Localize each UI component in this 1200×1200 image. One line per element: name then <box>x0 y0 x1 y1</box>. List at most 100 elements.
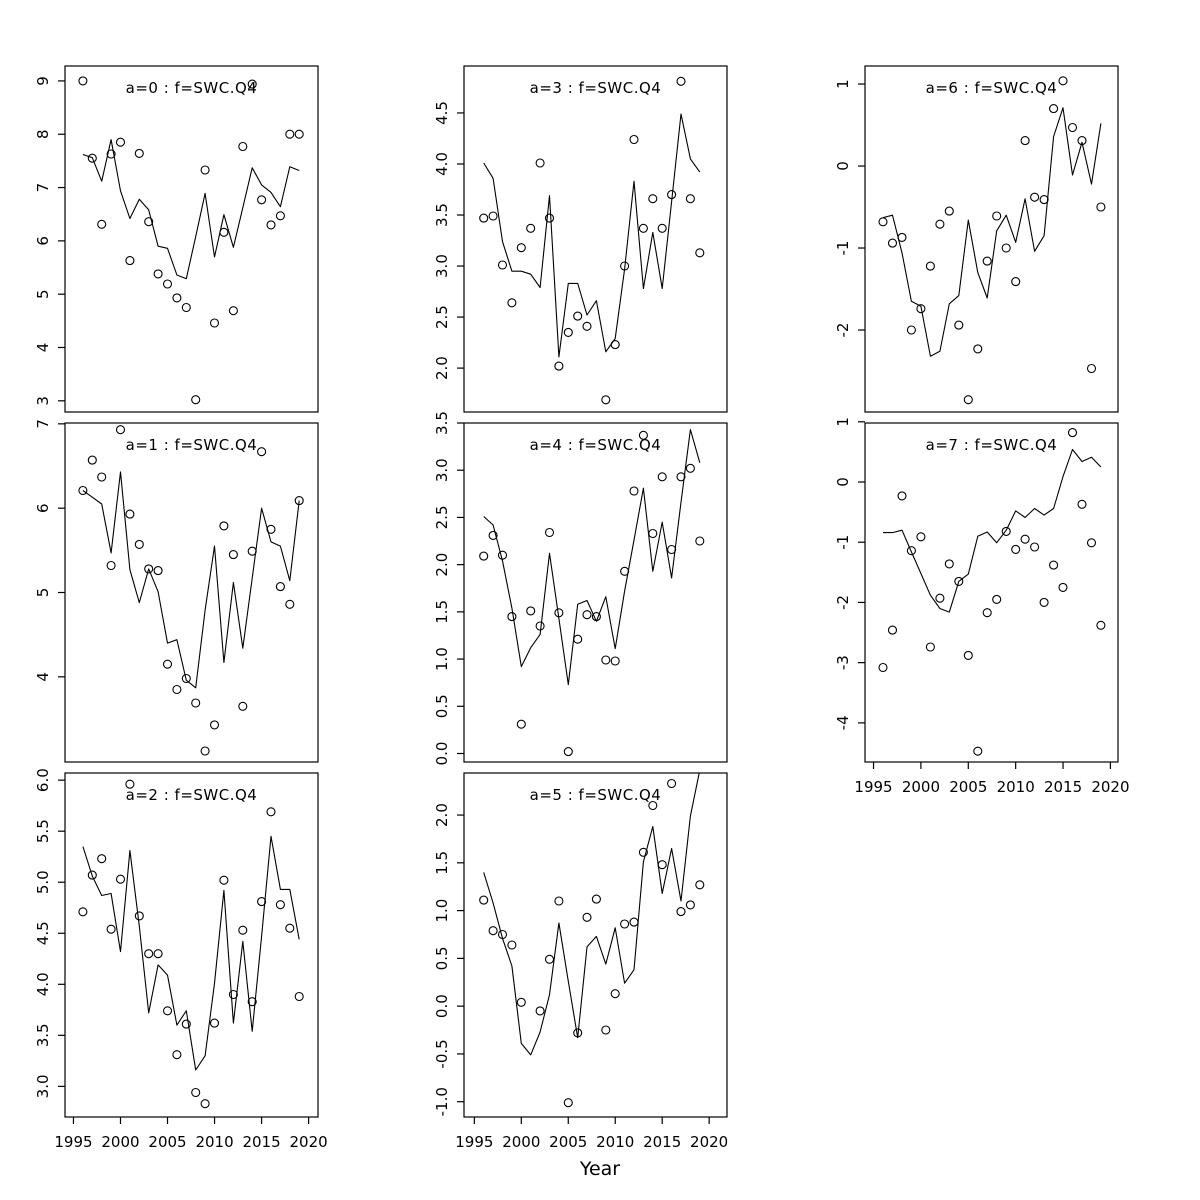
data-point <box>238 925 248 935</box>
panel-title: a=0 : f=SWC.Q4 <box>126 79 258 97</box>
data-point <box>275 900 285 910</box>
panel-a3: 4.5 4.0 3.5 3.0 2.5 2.0 a=3 : f=SWC.Q4 <box>433 65 728 413</box>
data-point <box>648 800 658 811</box>
panel-title: a=2 : f=SWC.Q4 <box>126 786 258 804</box>
data-point <box>925 261 935 271</box>
data-point <box>153 566 163 576</box>
data-point <box>181 1019 191 1029</box>
y-tick-label: 3 <box>34 396 52 406</box>
data-point <box>1086 363 1097 374</box>
data-point <box>1096 620 1106 630</box>
data-point <box>497 929 508 940</box>
data-point <box>1067 122 1078 133</box>
x-tick-label: 2000 <box>902 778 940 796</box>
data-point <box>238 141 248 152</box>
y-tick-label: 5.0 <box>34 870 52 894</box>
data-point <box>172 1050 182 1060</box>
x-tick-label: 2020 <box>690 1133 728 1151</box>
y-tick-label: 5 <box>34 289 52 299</box>
data-point <box>78 76 88 86</box>
data-point <box>266 524 276 534</box>
data-point <box>516 997 526 1007</box>
data-point <box>963 650 973 660</box>
panel-a2: 6.0 5.5 5.0 4.5 4.0 3.5 3.0 1995 2000 2005 2010 201… <box>34 768 328 1151</box>
plot-border <box>463 772 728 1118</box>
data-point <box>657 860 667 870</box>
x-tick-label: 2005 <box>549 1133 587 1151</box>
data-point <box>162 279 173 289</box>
data-point <box>488 211 498 221</box>
y-tick-label: -1.0 <box>433 1087 451 1116</box>
y-tick-label: -1 <box>834 535 852 550</box>
y-tick-label: 1 <box>834 79 852 89</box>
data-point <box>238 701 248 711</box>
data-point <box>219 227 229 237</box>
data-point <box>591 894 601 904</box>
data-point <box>620 566 630 576</box>
data-point <box>667 190 677 200</box>
fit-line <box>82 471 300 689</box>
data-point <box>935 593 945 603</box>
data-point <box>115 425 126 435</box>
panel-title: a=4 : f=SWC.Q4 <box>530 436 662 454</box>
data-point <box>275 211 285 221</box>
data-point <box>944 206 954 216</box>
data-point <box>582 610 592 620</box>
data-point <box>497 550 508 560</box>
data-point <box>266 807 276 817</box>
panel-title: a=7 : f=SWC.Q4 <box>926 436 1058 454</box>
data-point <box>657 472 667 482</box>
panel-a7: 1 0 -1 -2 -3 -4 1995 2000 2005 2010 2015 2020 a=7 : … <box>834 417 1130 796</box>
y-tick-label: 0.5 <box>433 946 451 970</box>
data-point <box>916 304 926 314</box>
data-point <box>479 895 489 905</box>
data-point <box>228 306 238 316</box>
data-point <box>162 659 173 669</box>
data-point <box>573 634 583 644</box>
data-point <box>507 612 517 622</box>
data-point <box>887 238 898 248</box>
fit-line <box>483 429 701 686</box>
data-point <box>78 485 88 496</box>
data-point <box>257 195 267 205</box>
data-point <box>563 1098 573 1108</box>
y-tick-label: 3.0 <box>433 458 451 482</box>
data-point <box>1030 542 1040 552</box>
data-point <box>554 608 564 618</box>
fit-line <box>882 107 1102 357</box>
y-tick-label: 3.0 <box>433 254 451 278</box>
data-point <box>992 594 1002 604</box>
data-point <box>1077 136 1087 146</box>
x-tick-label: 2000 <box>502 1133 540 1151</box>
data-point <box>285 129 295 139</box>
x-tick-label: 1995 <box>54 1133 92 1151</box>
data-point <box>657 223 667 233</box>
data-point <box>685 463 695 473</box>
fit-line <box>483 113 701 358</box>
data-point <box>257 447 267 457</box>
data-point <box>610 989 620 999</box>
plot-border <box>463 65 728 413</box>
data-point <box>685 194 695 204</box>
y-tick-label: 8 <box>34 129 52 139</box>
y-tick-label: -4 <box>834 715 852 730</box>
y-tick-label: -3 <box>834 655 852 670</box>
y-tick-label: 4 <box>34 672 52 682</box>
y-tick-label: 0.5 <box>433 694 451 718</box>
y-tick-label: 4.0 <box>34 972 52 996</box>
x-tick-label: 2020 <box>1091 778 1129 796</box>
data-point <box>554 361 564 371</box>
panel-a4: 3.5 3.0 2.5 2.0 1.5 1.0 0.5 0.0 a=4 : f=SWC.Q4 <box>433 411 728 765</box>
data-point <box>294 496 304 506</box>
y-tick-label: 7 <box>34 419 52 429</box>
data-point <box>247 546 257 556</box>
x-tick-label: 1995 <box>455 1133 493 1151</box>
y-tick-label: 1.5 <box>433 600 451 624</box>
data-point <box>285 599 295 609</box>
data-point <box>228 550 238 560</box>
data-point <box>638 847 648 857</box>
x-tick-label: 2005 <box>949 778 987 796</box>
data-point <box>78 907 88 917</box>
data-point <box>172 684 182 695</box>
data-point <box>209 720 220 730</box>
